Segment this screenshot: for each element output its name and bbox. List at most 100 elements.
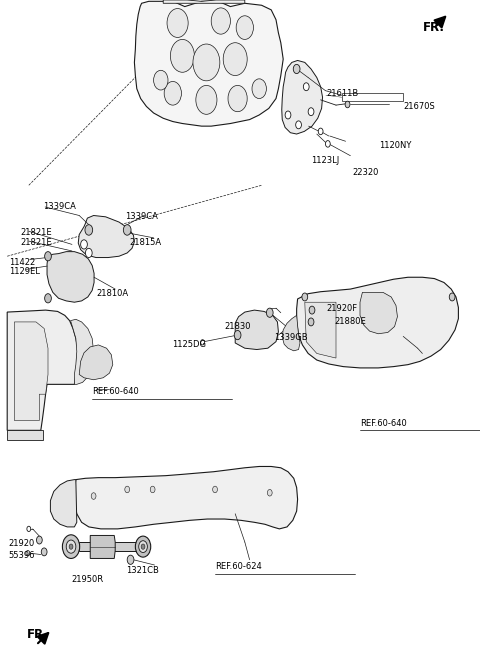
Text: 55396: 55396 <box>9 551 35 560</box>
Circle shape <box>91 493 96 499</box>
Text: 21830: 21830 <box>225 322 251 331</box>
Polygon shape <box>7 310 78 430</box>
Circle shape <box>45 252 51 261</box>
Circle shape <box>266 308 273 317</box>
Circle shape <box>201 340 204 345</box>
Circle shape <box>135 536 151 557</box>
Circle shape <box>66 540 76 553</box>
Circle shape <box>170 39 194 72</box>
Ellipse shape <box>220 31 231 55</box>
Text: 1123LJ: 1123LJ <box>311 156 339 165</box>
Text: 21821E: 21821E <box>20 228 52 237</box>
Text: FR.: FR. <box>26 628 48 641</box>
Circle shape <box>81 240 87 249</box>
Polygon shape <box>90 535 115 558</box>
Circle shape <box>213 486 217 493</box>
Circle shape <box>223 43 247 76</box>
Circle shape <box>325 141 330 147</box>
Text: 21821E: 21821E <box>20 238 52 247</box>
Polygon shape <box>74 466 298 529</box>
Polygon shape <box>235 310 278 350</box>
Text: 21920: 21920 <box>9 539 35 549</box>
Circle shape <box>196 85 217 114</box>
Circle shape <box>85 225 93 235</box>
Circle shape <box>267 489 272 496</box>
Circle shape <box>41 548 47 556</box>
Text: 1339CA: 1339CA <box>43 202 76 212</box>
Circle shape <box>308 318 314 326</box>
Polygon shape <box>50 480 77 527</box>
Polygon shape <box>79 542 142 551</box>
Polygon shape <box>282 315 300 351</box>
Circle shape <box>296 121 301 129</box>
Circle shape <box>252 79 266 99</box>
Text: FR.: FR. <box>422 21 444 34</box>
Circle shape <box>36 536 42 544</box>
Text: 21815A: 21815A <box>130 238 162 247</box>
Ellipse shape <box>192 25 206 54</box>
Text: 21920F: 21920F <box>326 304 358 313</box>
Polygon shape <box>78 215 134 258</box>
Polygon shape <box>71 319 94 384</box>
Circle shape <box>318 128 323 135</box>
Circle shape <box>309 306 315 314</box>
Text: REF.60-640: REF.60-640 <box>360 419 407 428</box>
Text: 21611B: 21611B <box>326 89 359 98</box>
Ellipse shape <box>63 269 78 285</box>
Circle shape <box>285 111 291 119</box>
Circle shape <box>123 225 131 235</box>
Circle shape <box>167 9 188 37</box>
Circle shape <box>234 330 241 340</box>
Text: REF.60-640: REF.60-640 <box>92 387 139 396</box>
Circle shape <box>228 85 247 112</box>
Circle shape <box>127 555 134 564</box>
Text: 21880E: 21880E <box>334 317 366 326</box>
Circle shape <box>62 535 80 558</box>
Polygon shape <box>79 345 113 380</box>
Circle shape <box>236 16 253 39</box>
Circle shape <box>139 541 147 553</box>
Circle shape <box>293 64 300 74</box>
Circle shape <box>45 294 51 303</box>
Text: 1339GB: 1339GB <box>274 332 307 342</box>
Polygon shape <box>134 1 283 126</box>
Polygon shape <box>14 322 48 420</box>
Text: 1321CB: 1321CB <box>126 566 158 575</box>
Polygon shape <box>342 93 403 101</box>
Text: 21670S: 21670S <box>403 102 435 111</box>
Polygon shape <box>297 277 458 368</box>
Text: REF.60-624: REF.60-624 <box>215 562 262 571</box>
Polygon shape <box>47 252 94 302</box>
Text: 11422: 11422 <box>9 258 35 267</box>
Text: 21810A: 21810A <box>96 288 128 298</box>
Text: 1339CA: 1339CA <box>125 212 157 221</box>
Polygon shape <box>305 302 336 358</box>
Circle shape <box>308 108 314 116</box>
Text: 1120NY: 1120NY <box>379 141 411 150</box>
Circle shape <box>164 81 181 105</box>
Circle shape <box>69 544 73 549</box>
Ellipse shape <box>56 261 85 293</box>
Ellipse shape <box>231 488 251 508</box>
Polygon shape <box>7 430 43 440</box>
Circle shape <box>150 486 155 493</box>
Polygon shape <box>163 0 245 3</box>
Circle shape <box>27 526 31 532</box>
Circle shape <box>303 83 309 91</box>
Ellipse shape <box>245 317 269 342</box>
Polygon shape <box>360 292 397 334</box>
Text: 21950R: 21950R <box>71 575 103 584</box>
Ellipse shape <box>251 324 263 336</box>
Circle shape <box>85 248 92 258</box>
Text: 1125DG: 1125DG <box>172 340 206 349</box>
Polygon shape <box>282 60 323 134</box>
Text: 22320: 22320 <box>353 168 379 177</box>
Circle shape <box>141 544 145 549</box>
Text: 1129EL: 1129EL <box>9 267 39 276</box>
Circle shape <box>211 8 230 34</box>
Circle shape <box>449 293 455 301</box>
Ellipse shape <box>178 492 189 504</box>
Circle shape <box>26 551 30 556</box>
Circle shape <box>302 293 308 301</box>
Circle shape <box>154 70 168 90</box>
